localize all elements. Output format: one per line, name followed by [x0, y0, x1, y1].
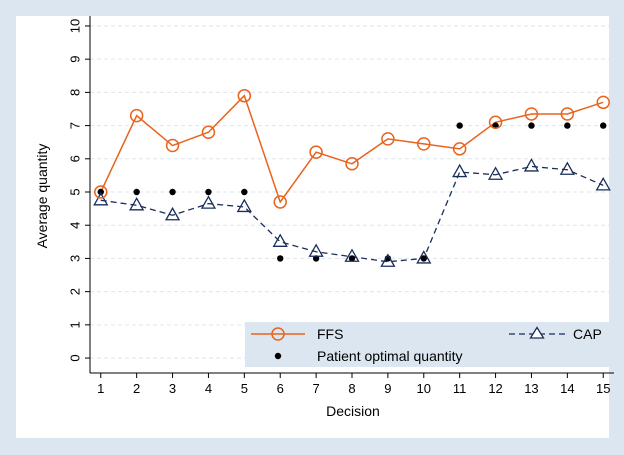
y-tick-label: 0: [68, 354, 83, 361]
plot-background-frame: [16, 16, 609, 438]
gridlines: [90, 25, 614, 359]
legend-ffs-label: FFS: [317, 326, 343, 342]
x-axis-title: Decision: [326, 403, 380, 419]
x-tick-label: 3: [169, 381, 176, 396]
legend-optimal-label: Patient optimal quantity: [317, 348, 463, 364]
y-tick-label: 8: [68, 89, 83, 96]
series-markers: [93, 88, 611, 267]
x-tick-label: 1: [97, 381, 104, 396]
cap-point: [272, 233, 288, 247]
cap-point: [523, 158, 540, 172]
x-tick-label: 12: [488, 381, 502, 396]
x-tick-label: 5: [241, 381, 248, 396]
x-tick-label: 10: [417, 381, 431, 396]
x-tick-label: 7: [312, 381, 319, 396]
optimal-point: [241, 188, 248, 196]
y-tick-labels: 0 1 2 3 4 5 6 7 8 9 10: [68, 19, 83, 362]
optimal-point: [205, 188, 212, 196]
cap-point: [344, 248, 360, 262]
ffs-point: [309, 145, 323, 159]
cap-point: [595, 177, 611, 191]
x-tick-label: 2: [133, 381, 140, 396]
x-tick-label: 11: [453, 381, 467, 396]
cap-point: [236, 198, 252, 213]
cap-point: [200, 195, 217, 209]
ffs-point: [417, 137, 431, 151]
ffs-point: [94, 185, 108, 199]
optimal-point: [528, 122, 535, 129]
x-tick-label: 13: [524, 381, 538, 396]
legend-cap-label: CAP: [573, 326, 602, 342]
legend: FFS CAP Patient optimal quantity: [245, 322, 609, 367]
y-tick-label: 10: [68, 19, 83, 33]
legend-box: [245, 322, 609, 367]
y-tick-label: 9: [68, 56, 83, 63]
optimal-point: [456, 122, 463, 129]
y-tick-label: 7: [68, 122, 83, 129]
optimal-point: [564, 122, 571, 129]
y-tick-label: 1: [68, 321, 83, 328]
y-tick-label: 2: [68, 288, 83, 295]
y-axis-title: Average quantity: [34, 144, 50, 249]
y-tick-label: 4: [68, 222, 83, 229]
ffs-point: [201, 125, 216, 139]
legend-optimal-dot-marker: [274, 352, 282, 360]
cap-point: [487, 166, 504, 180]
cap-point: [380, 253, 396, 267]
y-tick-label: 3: [68, 255, 83, 262]
ffs-point: [237, 88, 252, 103]
ffs-point: [560, 107, 575, 121]
optimal-point: [277, 255, 284, 262]
cap-point: [93, 191, 109, 206]
axes: [85, 16, 614, 378]
y-tick-label: 5: [68, 188, 83, 195]
cap-point: [308, 243, 324, 257]
optimal-point: [169, 188, 176, 196]
cap-point: [416, 250, 432, 264]
ffs-point: [273, 195, 287, 209]
x-tick-label: 14: [560, 381, 574, 396]
ffs-point: [524, 107, 539, 121]
optimal-point: [600, 122, 607, 129]
x-tick-label: 8: [348, 381, 355, 396]
optimal-point: [420, 255, 427, 262]
ffs-point: [165, 138, 180, 153]
ffs-point: [129, 108, 144, 123]
x-tick-label: 4: [205, 381, 212, 396]
legend-cap-triangle-marker: [529, 326, 545, 339]
optimal-point: [348, 255, 356, 262]
optimal-point: [492, 122, 499, 129]
y-tick-label: 6: [68, 155, 83, 162]
ffs-line: [100, 94, 604, 204]
x-tick-labels: 1 2 3 4 5 6 7 8 9 10 11 12 13 14 15: [97, 381, 610, 396]
cap-point: [129, 196, 145, 211]
cap-point: [164, 206, 181, 221]
x-tick-label: 6: [277, 381, 284, 396]
ffs-point: [488, 115, 503, 130]
ffs-point: [345, 157, 359, 171]
x-tick-label: 15: [596, 381, 610, 396]
cap-point: [452, 163, 468, 178]
legend-ffs-circle-marker: [271, 327, 285, 341]
ffs-point: [452, 142, 467, 156]
ffs-point: [381, 132, 395, 146]
ffs-point: [596, 95, 610, 110]
x-tick-label: 9: [384, 381, 391, 396]
optimal-point: [133, 188, 140, 196]
cap-point: [559, 161, 575, 175]
